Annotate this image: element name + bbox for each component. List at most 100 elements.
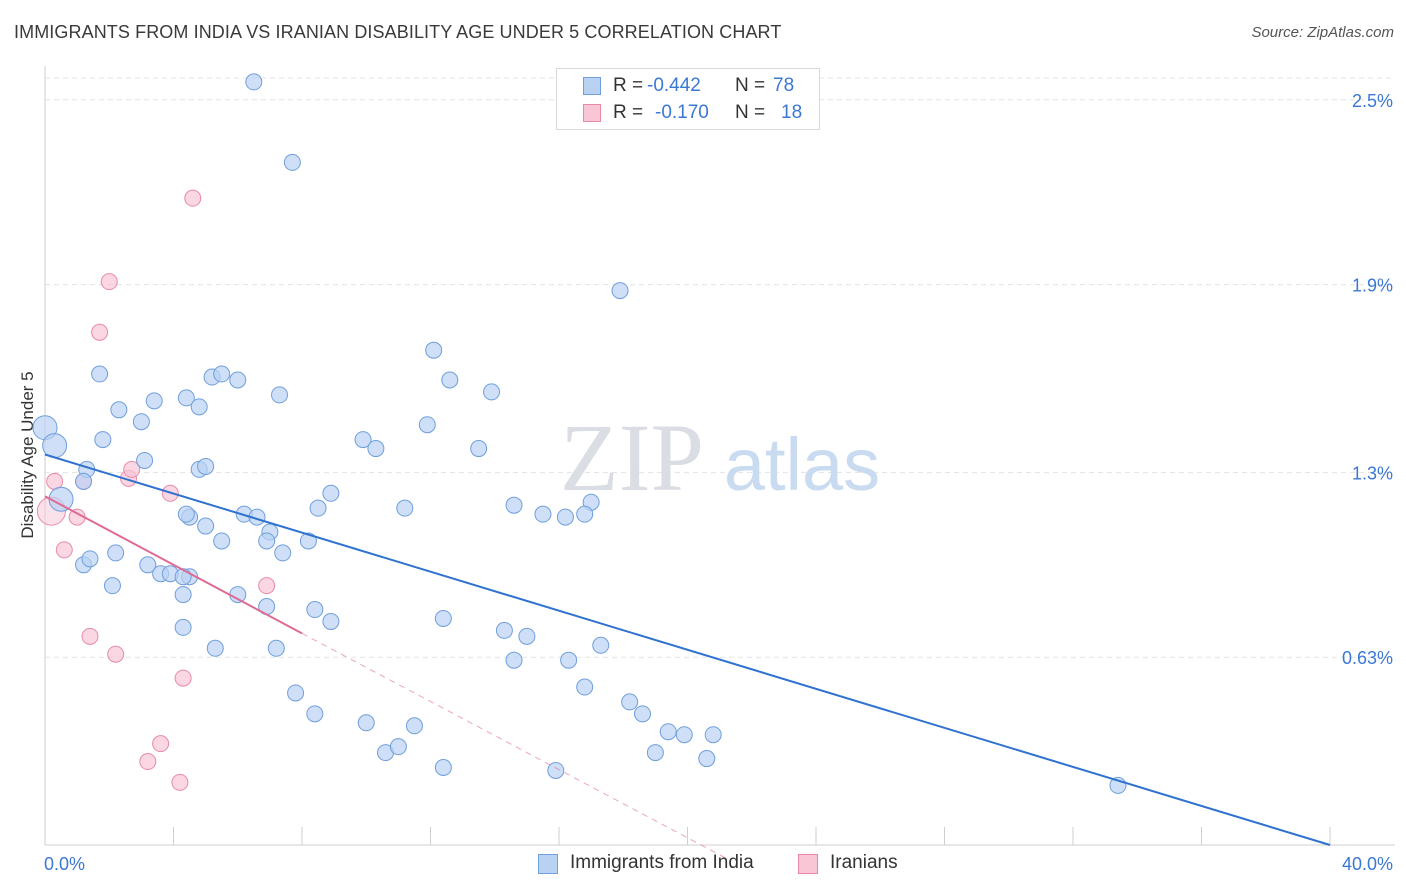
india-point [495,621,513,639]
bottom-legend-swatch-iranians [798,854,818,874]
india-point [556,508,574,526]
y-tick-label: 0.63% [1342,648,1393,668]
y-tick-label: 1.3% [1352,463,1393,483]
india-point [132,413,150,431]
india-point [698,750,716,768]
india-point [483,383,501,401]
y-tick-label: 2.5% [1352,91,1393,111]
legend-r-value: -0.442 [647,75,701,96]
iranians-point [81,627,99,645]
india-point [675,726,693,744]
legend-swatch-india [583,77,601,95]
india-point [174,568,192,586]
chart-title: IMMIGRANTS FROM INDIA VS IRANIAN DISABIL… [14,22,782,42]
india-point [94,431,112,449]
india-point [110,401,128,419]
india-point [354,431,372,449]
india-point [274,544,292,562]
india-point [405,717,423,735]
india-point [418,416,436,434]
india-point [322,612,340,630]
india-point [434,759,452,776]
india-point [322,484,340,502]
india-point [75,472,93,490]
india-point [547,761,565,779]
india-point [197,457,215,475]
x-tick-label: 40.0% [1342,854,1393,874]
watermark-atlas: atlas [724,423,880,506]
india-point [611,282,629,300]
watermark: ZIP atlas [560,404,880,511]
india-point [389,738,407,756]
correlation-legend: R = -0.442 N = 78 R = -0.170 N = 18 [556,68,820,130]
india-point [505,651,523,669]
iranians-point [91,323,109,341]
india-point [309,499,327,517]
india-point [357,714,375,732]
india-point [81,550,99,568]
india-point [271,386,289,404]
iranians-point [55,541,73,559]
legend-r-value: -0.170 [655,102,709,123]
india-point [107,544,125,562]
india-point [103,577,121,595]
india-point [434,609,452,627]
india-trend-line [44,453,1331,846]
legend-r-label: R = [613,102,644,123]
legend-n-value: 18 [781,102,803,123]
india-point [267,639,285,657]
india-point [213,365,231,383]
india-point [174,586,192,604]
iranians-point [171,773,189,791]
india-point [470,440,488,458]
india-point [576,505,594,523]
legend-swatch-iranians [583,104,601,122]
axes [44,66,1395,846]
india-point [177,389,195,407]
india-point [258,532,276,550]
india-point [206,639,224,657]
india-point [534,505,552,523]
india-point [213,532,231,550]
india-point [306,705,324,723]
iranians-point [184,189,202,207]
india-point [425,341,443,359]
india-point [190,398,208,416]
legend-r-label: R = [613,75,644,96]
india-point [174,618,192,636]
india-point [367,440,385,458]
y-tick-label: 1.9% [1352,276,1393,296]
india-point [197,517,215,535]
india-point [576,678,594,696]
india-point [145,392,163,410]
india-point [136,451,154,469]
iranians-point [152,735,170,753]
iranians-points [36,189,276,791]
watermark-zip: ZIP [560,404,704,511]
india-point [634,705,652,723]
india-point [299,532,317,550]
india-point [621,693,639,711]
india-point [592,636,610,654]
gridlines [45,77,1395,658]
india-point [283,153,301,171]
iranians-point [258,577,276,595]
india-point [659,723,677,741]
india-point [704,726,722,744]
india-points [32,73,1127,794]
india-point [177,505,195,523]
india-point [396,499,414,517]
india-point [441,371,459,389]
india-point [560,651,578,669]
legend-n-value: 78 [773,75,795,96]
iranians-point [100,273,118,291]
india-point [229,371,247,389]
india-point [139,556,157,574]
iranians-trend-line [44,495,303,635]
iranians-trend-extension [301,632,730,861]
legend-n-label: N = [735,102,766,123]
iranians-point [139,753,157,771]
bottom-legend-swatch-india [538,854,558,874]
tick-labels: 2.5% 1.9% 1.3% 0.63% 0.0% 40.0% [44,91,1393,874]
